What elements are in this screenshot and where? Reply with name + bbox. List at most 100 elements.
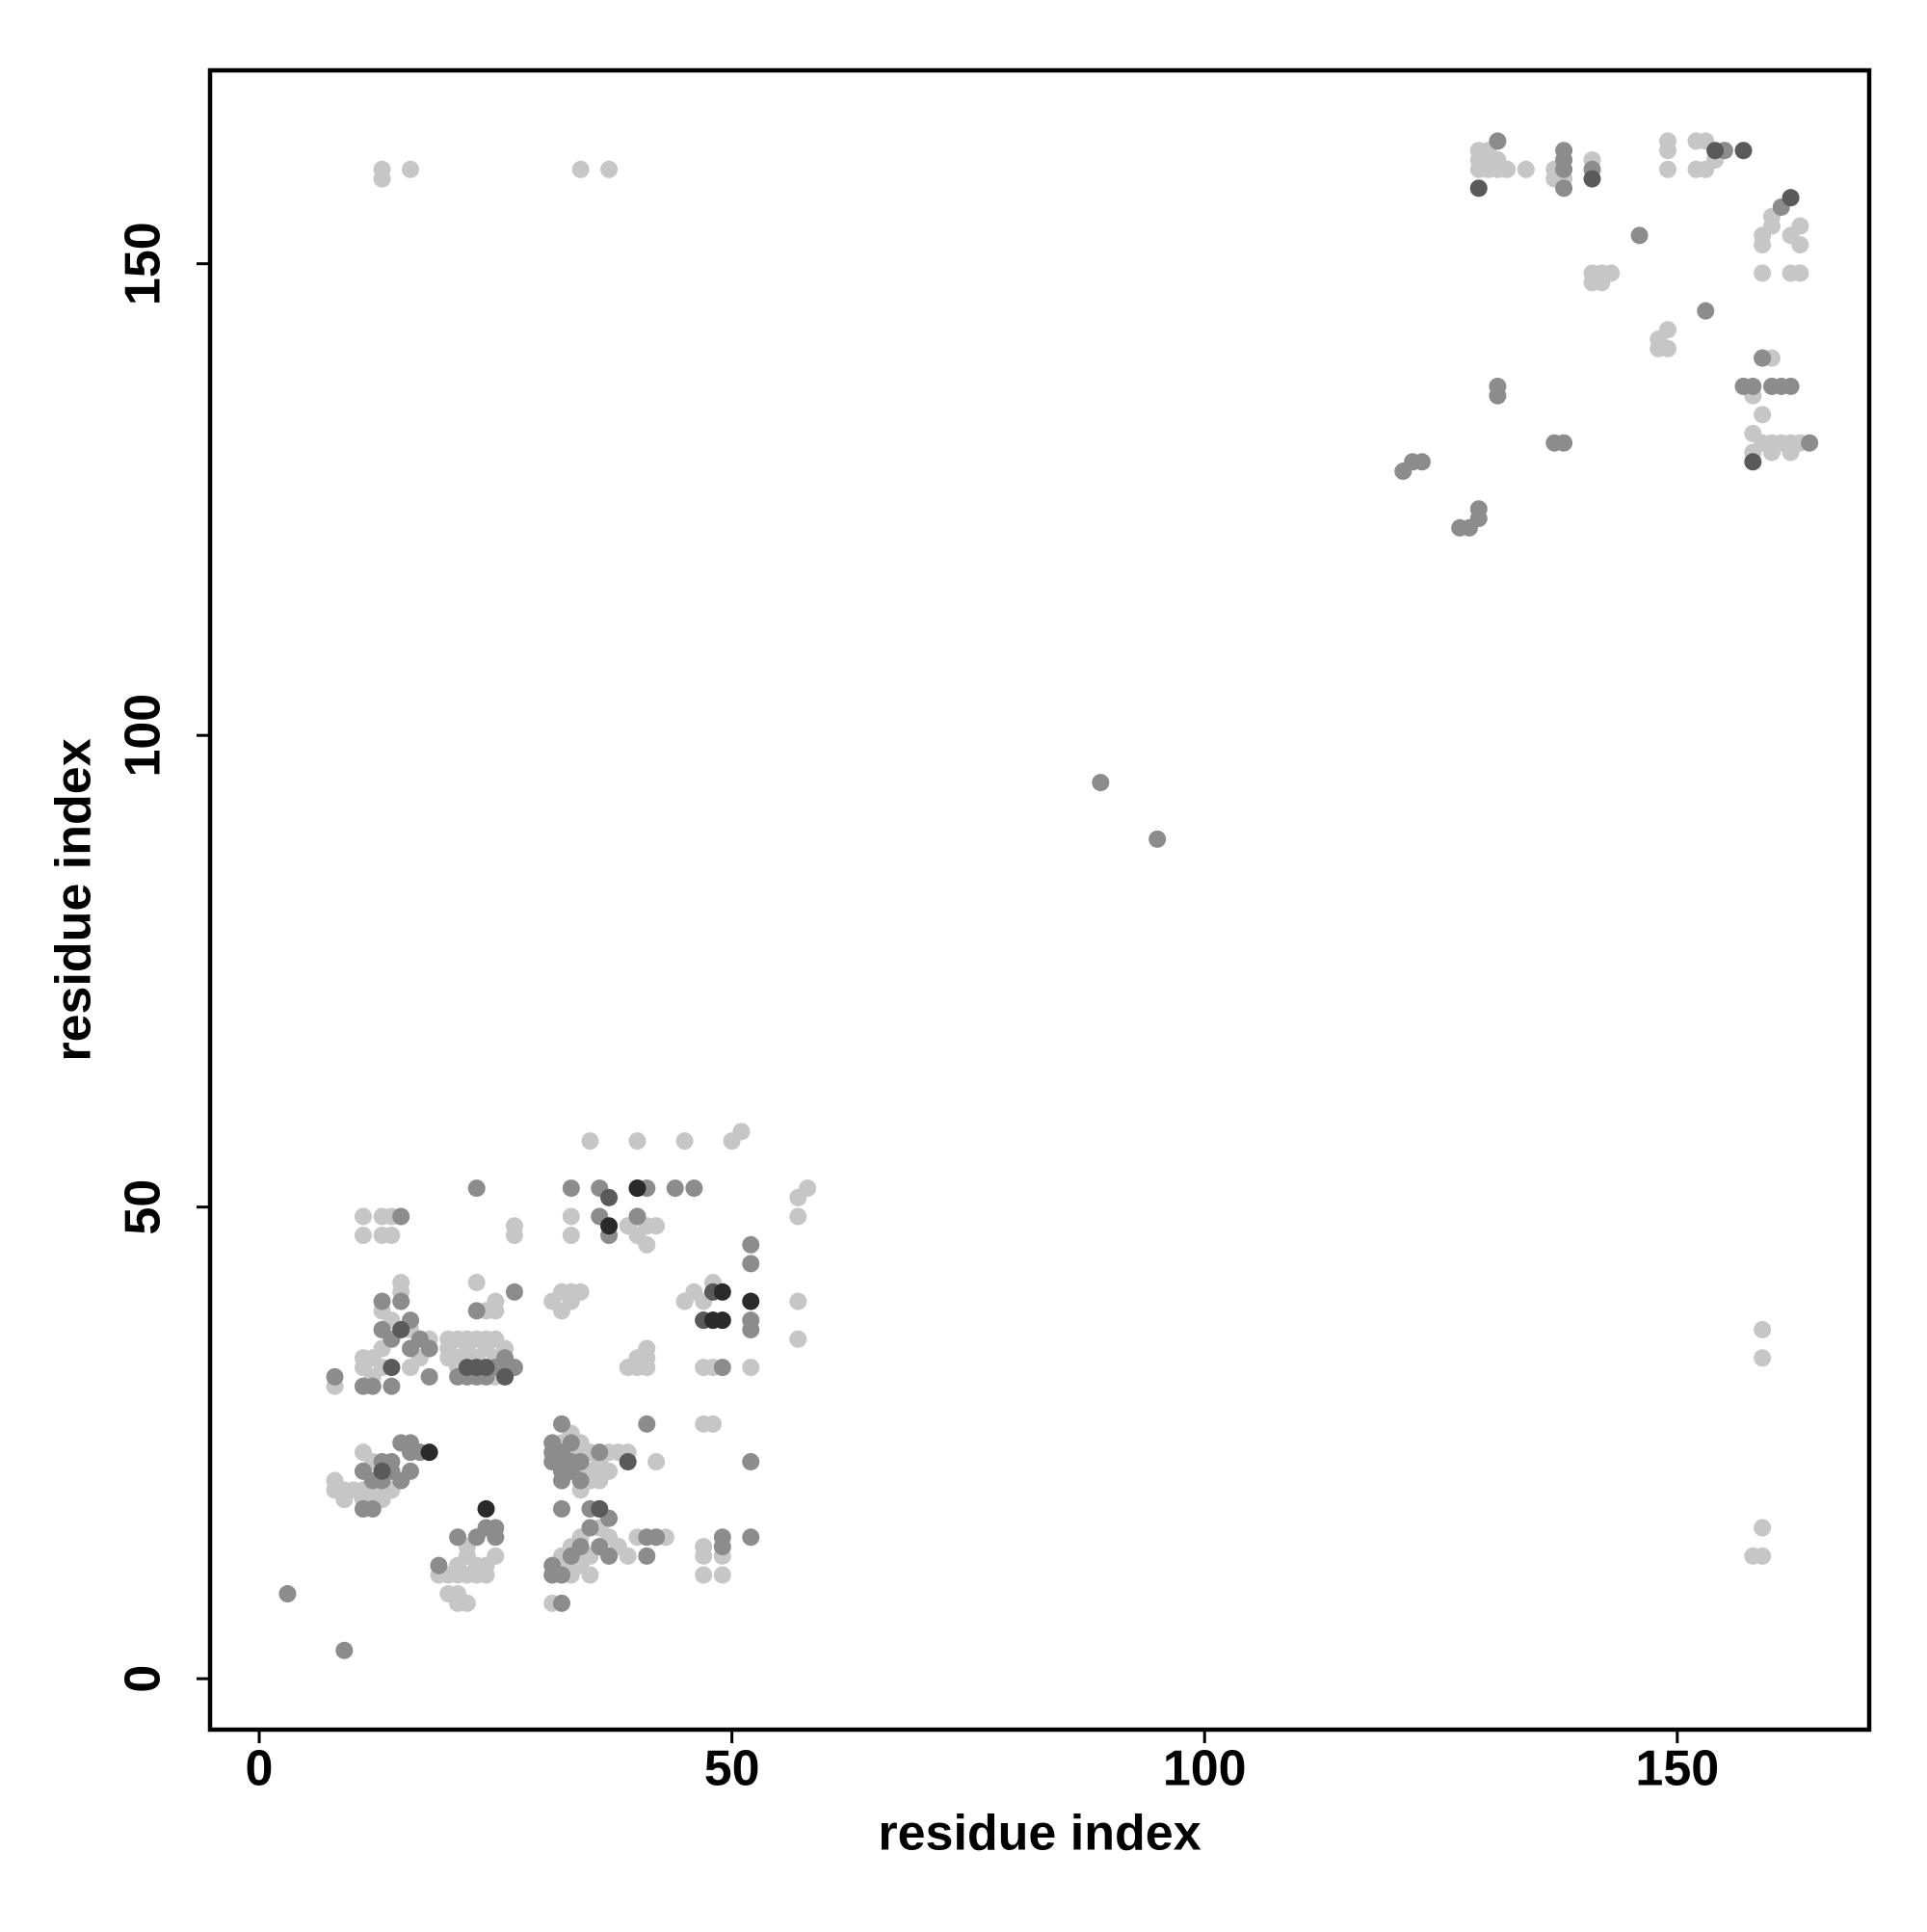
point: [1782, 443, 1800, 462]
point: [467, 1302, 486, 1320]
point: [628, 1179, 647, 1198]
point: [1630, 226, 1649, 245]
point: [628, 1132, 647, 1151]
point: [373, 170, 391, 188]
point: [1555, 160, 1573, 178]
point: [420, 1339, 438, 1358]
point: [467, 1273, 486, 1291]
point: [458, 1594, 476, 1612]
x-tick-label: 150: [1635, 1741, 1719, 1797]
point: [713, 1359, 731, 1377]
point: [675, 1132, 694, 1151]
point: [392, 1320, 410, 1338]
point: [1489, 386, 1507, 405]
point: [562, 1292, 580, 1310]
point: [363, 1377, 382, 1395]
point: [1762, 217, 1781, 235]
point: [487, 1547, 505, 1565]
point: [1092, 774, 1110, 792]
point: [647, 1452, 666, 1470]
point: [402, 160, 420, 178]
point: [638, 1339, 656, 1358]
point: [402, 1359, 420, 1377]
point: [496, 1349, 515, 1367]
point: [799, 1179, 817, 1198]
point: [477, 1566, 495, 1584]
point: [1659, 321, 1677, 339]
y-tick-label: 0: [116, 1665, 172, 1693]
point: [278, 1585, 297, 1603]
point: [789, 1292, 807, 1310]
point: [1744, 453, 1762, 471]
point: [619, 1547, 637, 1565]
point: [1659, 160, 1677, 178]
point: [789, 1330, 807, 1348]
point: [1754, 236, 1772, 254]
point: [1754, 1547, 1772, 1565]
point: [685, 1179, 703, 1198]
point: [383, 1377, 401, 1395]
point: [1782, 377, 1800, 395]
point: [742, 1452, 760, 1470]
plot-frame: [207, 67, 1872, 1733]
point: [1754, 349, 1772, 367]
point: [1754, 406, 1772, 424]
point: [1782, 189, 1800, 207]
point: [392, 1207, 410, 1226]
y-axis-label: residue index: [46, 738, 102, 1061]
point: [1791, 264, 1809, 282]
point: [373, 1462, 391, 1480]
point: [363, 1499, 382, 1518]
point: [591, 1443, 609, 1462]
point: [562, 1434, 580, 1452]
point: [1469, 500, 1488, 518]
point: [1593, 274, 1611, 292]
point: [666, 1179, 684, 1198]
x-axis-label: residue index: [878, 1806, 1201, 1862]
x-tick-label: 0: [246, 1741, 274, 1797]
point: [402, 1434, 420, 1452]
point: [638, 1235, 656, 1254]
point: [496, 1367, 515, 1386]
point: [487, 1519, 505, 1537]
point: [1498, 160, 1517, 178]
point: [591, 1471, 609, 1490]
point: [628, 1207, 647, 1226]
point: [553, 1566, 571, 1584]
point: [600, 160, 619, 178]
point: [713, 1566, 731, 1584]
point: [420, 1443, 438, 1462]
point: [392, 1273, 410, 1291]
point: [1754, 264, 1772, 282]
point: [373, 1292, 391, 1310]
point: [1412, 453, 1431, 471]
point: [742, 1255, 760, 1273]
point: [505, 1283, 523, 1301]
x-tick-label: 50: [704, 1741, 760, 1797]
point: [1489, 132, 1507, 150]
point: [619, 1452, 637, 1470]
point: [1762, 443, 1781, 462]
point: [1801, 434, 1819, 452]
point: [553, 1594, 571, 1612]
point: [703, 1415, 722, 1433]
point: [571, 1471, 590, 1490]
point: [695, 1566, 713, 1584]
point: [1697, 302, 1715, 320]
point: [742, 1359, 760, 1377]
point: [742, 1235, 760, 1254]
point: [647, 1217, 666, 1235]
point: [1734, 142, 1753, 160]
point: [1754, 1519, 1772, 1537]
point: [571, 1452, 590, 1470]
point: [1706, 142, 1725, 160]
point: [449, 1528, 467, 1547]
point: [505, 1227, 523, 1245]
point: [1754, 1320, 1772, 1338]
point: [647, 1528, 666, 1547]
point: [1659, 142, 1677, 160]
point: [591, 1499, 609, 1518]
point: [742, 1292, 760, 1310]
point: [420, 1367, 438, 1386]
point: [581, 1132, 599, 1151]
